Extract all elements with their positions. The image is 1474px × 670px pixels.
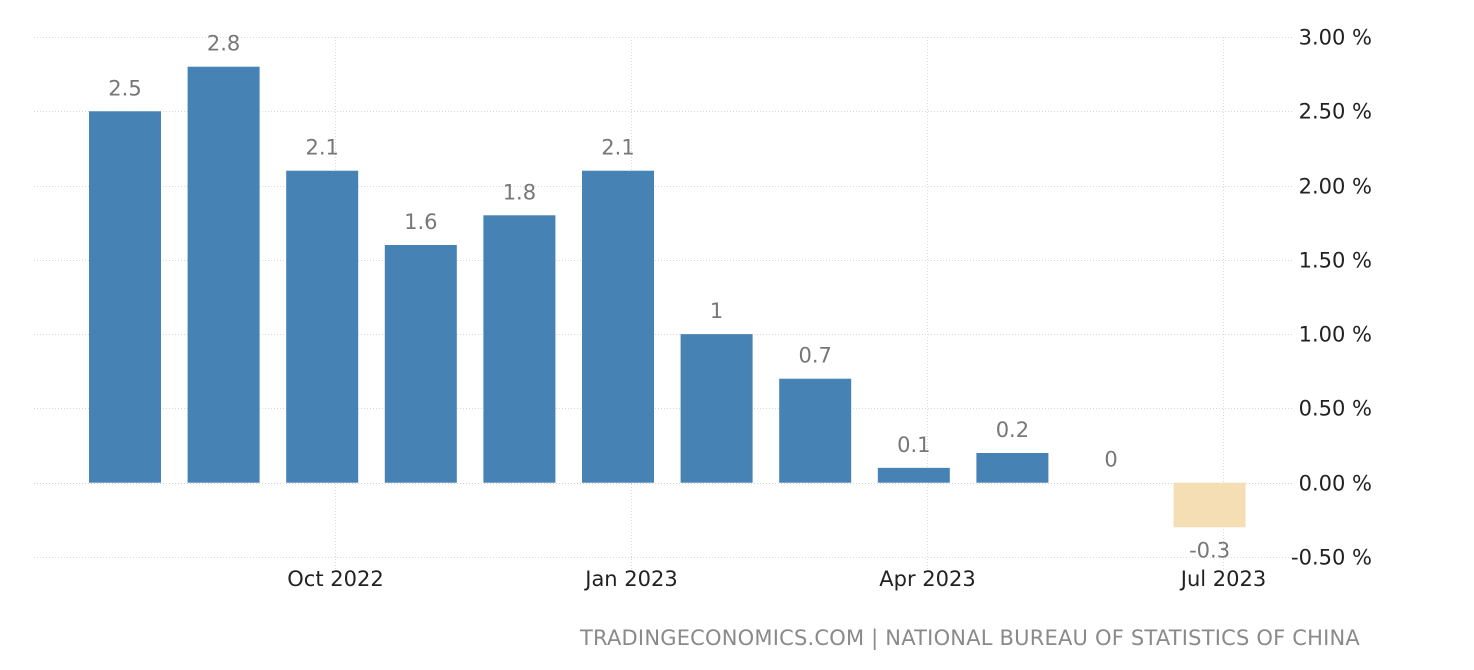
- x-tick-label: Jul 2023: [1179, 567, 1266, 591]
- data-label: 1.8: [503, 180, 536, 204]
- y-tick-label: 1.00 %: [1299, 323, 1372, 347]
- data-label: 2.5: [108, 76, 141, 100]
- y-tick-label: 1.50 %: [1299, 249, 1372, 273]
- y-tick-label: 0.50 %: [1299, 397, 1372, 421]
- data-label: 0.1: [897, 433, 930, 457]
- bar: [89, 111, 161, 483]
- bar: [582, 170, 654, 483]
- source-credit: TRADINGECONOMICS.COM | NATIONAL BUREAU O…: [580, 626, 1360, 650]
- x-tick-label: Apr 2023: [879, 567, 975, 591]
- chart-data-labels: 2.5 2.8 2.1 1.6 1.8 2.1 1 0.7 0.1 0.2 0 -0.3: [108, 32, 1230, 563]
- bar: [877, 467, 950, 483]
- bar: [680, 334, 753, 483]
- bar: [286, 170, 359, 483]
- x-tick-label: Jan 2023: [583, 567, 678, 591]
- data-label: 2.1: [305, 136, 338, 160]
- y-axis: 3.00 % 2.50 % 2.00 % 1.50 % 1.00 % 0.50 % 0.00…: [1291, 26, 1372, 570]
- chart-bars: [89, 66, 1246, 528]
- y-tick-label: 0.00 %: [1299, 472, 1372, 496]
- bar: [483, 215, 556, 483]
- bar: [976, 453, 1049, 483]
- y-tick-label: 2.00 %: [1299, 175, 1372, 199]
- data-label: 2.8: [207, 32, 240, 56]
- data-label: 1.6: [404, 210, 437, 234]
- data-label: 1: [710, 299, 723, 323]
- data-label: 0.7: [798, 344, 831, 368]
- data-label: 0: [1104, 448, 1117, 472]
- bar: [187, 66, 260, 483]
- x-tick-label: Oct 2022: [287, 567, 383, 591]
- y-tick-label: 3.00 %: [1299, 26, 1372, 50]
- y-tick-label: 2.50 %: [1299, 100, 1372, 124]
- bar: [779, 378, 852, 483]
- data-label: -0.3: [1189, 538, 1230, 562]
- data-label: 2.1: [601, 136, 634, 160]
- y-tick-label: -0.50 %: [1291, 546, 1372, 570]
- data-label: 0.2: [996, 418, 1029, 442]
- bar: [1173, 482, 1246, 528]
- bar: [384, 245, 457, 483]
- x-axis: Oct 2022 Jan 2023 Apr 2023 Jul 2023: [287, 567, 1266, 591]
